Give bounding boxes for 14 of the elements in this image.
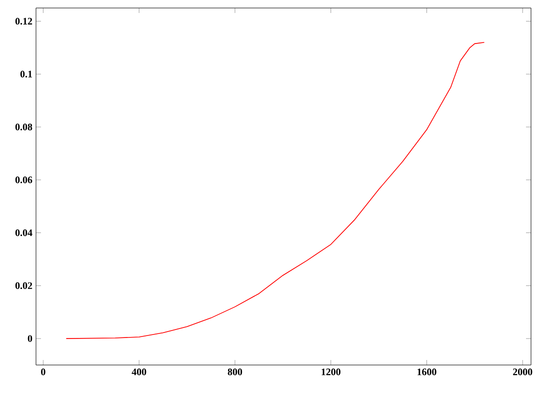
- y-tick-label: 0.08: [15, 124, 32, 130]
- x-tick-label: 1200: [322, 368, 340, 376]
- x-tick-label: 800: [228, 368, 242, 376]
- y-tick-label: 0.06: [15, 176, 32, 184]
- y-tick-label: 0.12: [15, 18, 32, 25]
- line-series: [66, 42, 485, 339]
- x-tick-label: 1600: [418, 368, 436, 376]
- x-tick-label: 400: [132, 368, 146, 376]
- x-tick-label: 0: [41, 368, 46, 376]
- x-tick-label: 2000: [513, 368, 532, 376]
- y-tick-label: 0.04: [15, 229, 32, 236]
- y-tick-label: 0: [28, 335, 32, 342]
- y-tick-label: 0.02: [15, 282, 32, 290]
- y-tick-label: 0.1: [20, 70, 32, 78]
